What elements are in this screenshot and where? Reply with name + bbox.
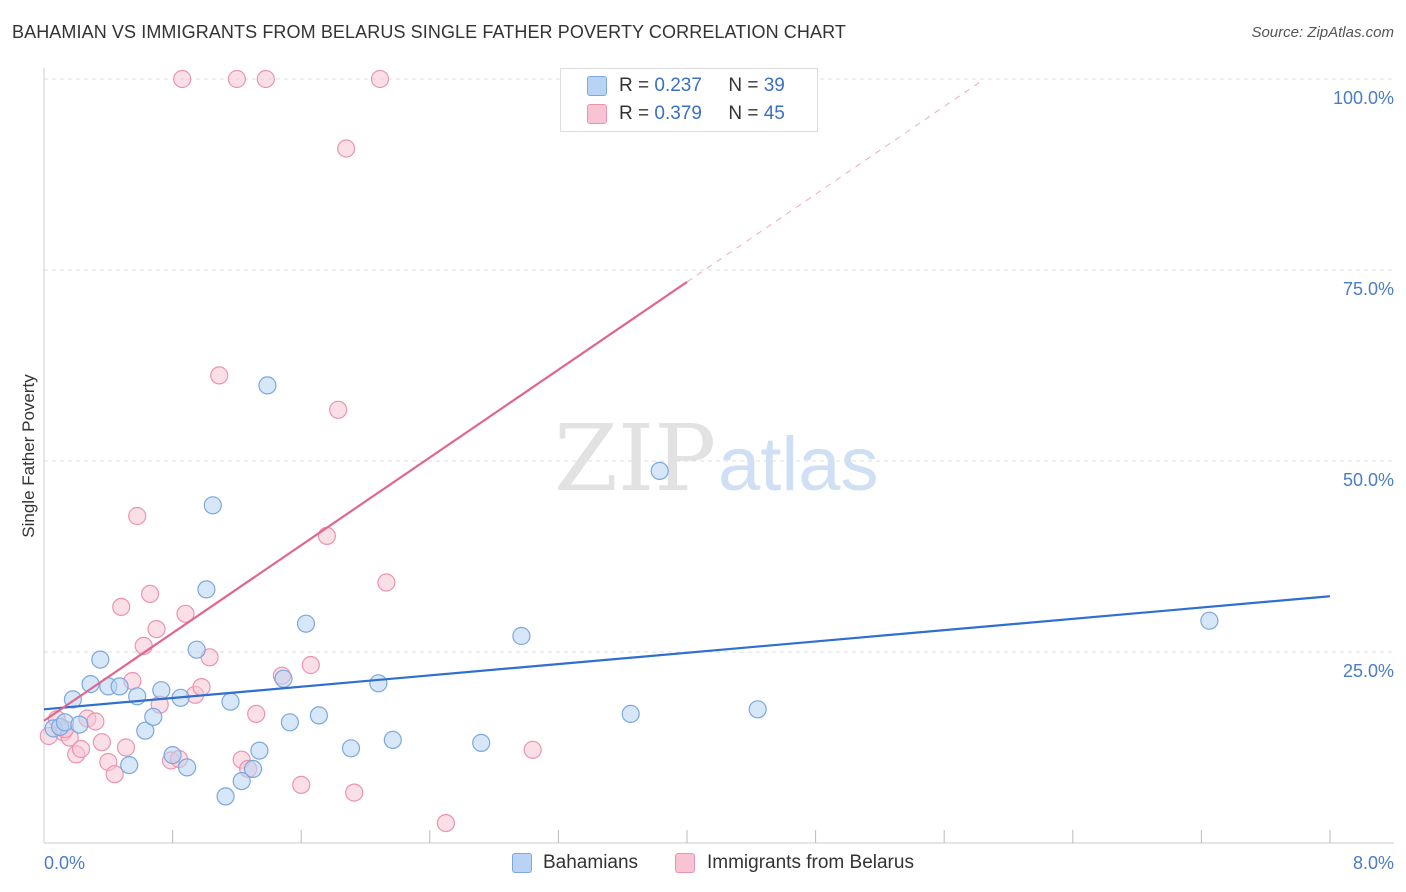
belarus-point-32 bbox=[317, 526, 336, 546]
legend-n-label: N = bbox=[728, 103, 759, 124]
y-axis-title: Single Father Poverty bbox=[19, 374, 38, 538]
belarus-point-31 bbox=[301, 655, 320, 675]
bahamians-point-15 bbox=[178, 758, 197, 777]
belarus-point-5 bbox=[71, 739, 91, 759]
legend-n-value-belarus: 45 bbox=[763, 103, 785, 124]
belarus-point-30 bbox=[292, 775, 311, 795]
y-tick-label-75: 75.0% bbox=[1343, 279, 1394, 299]
legend-n-label: N = bbox=[728, 75, 759, 96]
belarus-point-36 bbox=[377, 573, 396, 592]
bahamians-point-16 bbox=[187, 640, 206, 659]
bahamians-point-31 bbox=[383, 730, 402, 750]
bahamians-point-13 bbox=[163, 745, 182, 765]
bahamians-point-25 bbox=[274, 669, 293, 688]
bahamians-point-26 bbox=[280, 713, 299, 732]
bahamians-point-20 bbox=[221, 692, 240, 711]
bahamians-point-30 bbox=[369, 674, 388, 693]
bahamians-trend-line bbox=[43, 595, 1331, 711]
bahamians-point-28 bbox=[309, 706, 328, 725]
bahamians-point-8 bbox=[110, 677, 129, 696]
trend-lines bbox=[43, 78, 1331, 722]
chart-title: BAHAMIAN VS IMMIGRANTS FROM BELARUS SING… bbox=[12, 22, 846, 42]
belarus-point-42 bbox=[370, 69, 390, 89]
bahamians-point-32 bbox=[472, 733, 491, 753]
belarus-point-34 bbox=[337, 139, 356, 158]
bahamians-point-35 bbox=[621, 704, 640, 724]
legend-swatch-belarus bbox=[675, 853, 695, 873]
belarus-point-14 bbox=[128, 506, 147, 526]
y-tick-label-100: 100.0% bbox=[1333, 88, 1394, 108]
belarus-point-21 bbox=[176, 604, 195, 623]
y-tick-label-25: 25.0% bbox=[1343, 661, 1394, 681]
legend-n-value-bahamians: 39 bbox=[763, 75, 785, 96]
belarus-point-10 bbox=[105, 765, 124, 784]
gridlines bbox=[44, 78, 1394, 653]
watermark-zip: ZIP bbox=[554, 405, 716, 512]
belarus-point-37 bbox=[436, 813, 455, 833]
belarus-point-7 bbox=[86, 712, 105, 731]
legend-label-bahamians: Bahamians bbox=[543, 852, 639, 873]
watermark: ZIP atlas bbox=[554, 405, 879, 512]
belarus-point-16 bbox=[141, 584, 160, 604]
points-bahamians bbox=[44, 376, 1219, 806]
bahamians-point-21 bbox=[232, 771, 251, 791]
bahamians-point-29 bbox=[341, 739, 361, 758]
bahamians-point-10 bbox=[136, 721, 155, 740]
legend-r-label: R = bbox=[619, 103, 650, 124]
legend-r-value-belarus: 0.379 bbox=[654, 103, 702, 124]
source-credit: Source: ZipAtlas.com bbox=[1251, 24, 1394, 41]
belarus-point-39 bbox=[173, 69, 192, 89]
belarus-point-12 bbox=[116, 738, 136, 757]
belarus-point-11 bbox=[112, 597, 131, 617]
bahamians-point-6 bbox=[91, 650, 110, 669]
y-tick-labels: 25.0% 50.0% 75.0% 100.0% bbox=[1333, 88, 1394, 681]
axes bbox=[43, 68, 1394, 844]
bahamians-point-18 bbox=[203, 496, 222, 515]
legend-swatch-bahamians bbox=[587, 76, 607, 96]
bahamians-point-37 bbox=[1200, 611, 1219, 630]
y-tick-label-50: 50.0% bbox=[1343, 470, 1394, 490]
belarus-point-35 bbox=[345, 783, 364, 802]
belarus-trend-line bbox=[43, 281, 688, 722]
bahamians-point-36 bbox=[748, 700, 767, 719]
legend-swatch-bahamians bbox=[512, 853, 532, 873]
belarus-point-17 bbox=[147, 619, 166, 639]
belarus-point-38 bbox=[523, 740, 542, 759]
stats-legend: R = 0.237 N = 39 R = 0.379 N = 45 bbox=[560, 68, 818, 132]
x-tick-label-max: 8.0% bbox=[1353, 853, 1394, 873]
watermark-atlas: atlas bbox=[718, 422, 879, 507]
bahamians-point-34 bbox=[650, 461, 669, 480]
belarus-point-25 bbox=[210, 366, 229, 385]
belarus-point-41 bbox=[256, 69, 275, 89]
bahamians-point-11 bbox=[144, 707, 163, 727]
bahamians-point-24 bbox=[258, 376, 277, 395]
bahamians-point-19 bbox=[216, 787, 235, 806]
legend-r-value-bahamians: 0.237 bbox=[654, 75, 702, 96]
x-tick-labels: 0.0% 8.0% bbox=[44, 853, 1394, 873]
belarus-point-40 bbox=[227, 69, 246, 89]
belarus-point-33 bbox=[329, 400, 348, 419]
belarus-point-8 bbox=[92, 733, 112, 752]
belarus-trend-line-extension bbox=[686, 78, 985, 283]
bahamians-point-12 bbox=[152, 681, 171, 700]
bahamians-point-27 bbox=[296, 614, 316, 633]
legend-r-label: R = bbox=[619, 75, 650, 96]
bahamians-point-17 bbox=[197, 580, 216, 599]
bahamians-point-33 bbox=[512, 626, 531, 646]
x-tick-label-min: 0.0% bbox=[44, 853, 85, 873]
bahamians-point-23 bbox=[250, 741, 269, 760]
bahamians-point-4 bbox=[70, 715, 89, 734]
bahamians-point-38 bbox=[120, 755, 139, 775]
legend-label-belarus: Immigrants from Belarus bbox=[707, 852, 914, 873]
bahamians-point-22 bbox=[243, 759, 263, 779]
belarus-point-28 bbox=[247, 704, 266, 724]
belarus-point-23 bbox=[192, 677, 211, 697]
legend-swatch-belarus bbox=[587, 104, 607, 124]
